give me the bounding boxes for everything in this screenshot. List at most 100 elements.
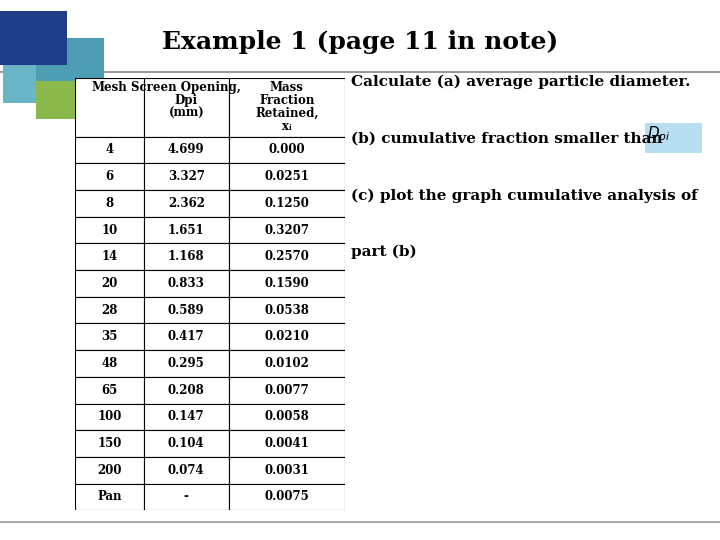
Bar	[229, 78, 345, 137]
Text: 1.651: 1.651	[168, 224, 204, 237]
Bar	[75, 270, 144, 297]
Text: 0.295: 0.295	[168, 357, 204, 370]
Text: Calculate (a) average particle diameter.: Calculate (a) average particle diameter.	[351, 75, 691, 89]
Text: 0.0210: 0.0210	[264, 330, 310, 343]
Bar	[144, 323, 229, 350]
Text: 0.417: 0.417	[168, 330, 204, 343]
Text: 0.147: 0.147	[168, 410, 204, 423]
Bar	[0, 11, 68, 65]
Text: 0.3207: 0.3207	[264, 224, 310, 237]
Bar	[229, 484, 345, 510]
Bar	[75, 484, 144, 510]
Bar	[75, 430, 144, 457]
Text: 20: 20	[101, 277, 117, 290]
Text: -: -	[184, 490, 189, 503]
Bar	[75, 323, 144, 350]
Text: 8: 8	[105, 197, 113, 210]
Bar	[75, 377, 144, 403]
Text: Example 1 (page 11 in note): Example 1 (page 11 in note)	[162, 30, 558, 53]
Bar	[144, 430, 229, 457]
Bar	[229, 403, 345, 430]
Text: 1.168: 1.168	[168, 250, 204, 263]
Text: 0.1250: 0.1250	[264, 197, 310, 210]
Text: 0.1590: 0.1590	[264, 277, 309, 290]
Text: 10: 10	[102, 224, 117, 237]
Bar	[75, 163, 144, 190]
Text: 0.0251: 0.0251	[264, 170, 310, 183]
Text: Mass: Mass	[270, 81, 304, 94]
Text: 6: 6	[105, 170, 113, 183]
Text: (c) plot the graph cumulative analysis of: (c) plot the graph cumulative analysis o…	[351, 188, 698, 202]
Bar	[229, 244, 345, 270]
Text: 48: 48	[102, 357, 117, 370]
Text: 0.000: 0.000	[269, 144, 305, 157]
Text: 0.0102: 0.0102	[264, 357, 310, 370]
Bar	[229, 350, 345, 377]
Text: (mm): (mm)	[168, 107, 204, 120]
Bar	[144, 270, 229, 297]
Text: (b) cumulative fraction smaller than: (b) cumulative fraction smaller than	[351, 131, 668, 145]
Bar	[144, 163, 229, 190]
Bar	[229, 137, 345, 163]
Text: xᵢ: xᵢ	[282, 120, 292, 133]
Bar	[3, 59, 70, 103]
Text: 100: 100	[97, 410, 122, 423]
Bar	[75, 78, 144, 137]
Text: Mesh: Mesh	[91, 81, 127, 94]
Bar	[229, 297, 345, 323]
Bar	[144, 377, 229, 403]
Text: 0.0058: 0.0058	[264, 410, 309, 423]
Bar	[144, 137, 229, 163]
Text: 0.074: 0.074	[168, 464, 204, 477]
Text: Retained,: Retained,	[255, 107, 318, 120]
Text: 200: 200	[97, 464, 122, 477]
Text: Screen Opening,: Screen Opening,	[131, 81, 241, 94]
Bar	[229, 217, 345, 244]
Text: $D_{pi}$: $D_{pi}$	[647, 125, 670, 145]
Bar	[144, 217, 229, 244]
Bar	[229, 457, 345, 484]
Bar	[229, 430, 345, 457]
Text: Fraction: Fraction	[259, 94, 315, 107]
Text: part (b): part (b)	[351, 245, 417, 259]
Text: 0.0075: 0.0075	[264, 490, 309, 503]
Bar	[75, 190, 144, 217]
Bar	[75, 350, 144, 377]
Text: 0.833: 0.833	[168, 277, 204, 290]
Text: Pan: Pan	[97, 490, 122, 503]
Text: 28: 28	[101, 303, 117, 316]
Bar	[229, 270, 345, 297]
Text: 0.104: 0.104	[168, 437, 204, 450]
Bar	[229, 190, 345, 217]
Text: 0.0077: 0.0077	[264, 384, 309, 397]
Text: 65: 65	[102, 384, 117, 397]
Bar	[144, 457, 229, 484]
Text: 4: 4	[105, 144, 113, 157]
Bar	[229, 377, 345, 403]
Bar	[75, 244, 144, 270]
Text: 0.2570: 0.2570	[264, 250, 310, 263]
Text: Dpi: Dpi	[175, 94, 198, 107]
Bar	[75, 403, 144, 430]
Text: 35: 35	[101, 330, 117, 343]
Text: 2.362: 2.362	[168, 197, 204, 210]
Bar	[36, 38, 104, 97]
Text: 0.0041: 0.0041	[264, 437, 309, 450]
Bar	[144, 78, 229, 137]
Bar	[144, 297, 229, 323]
Bar	[229, 163, 345, 190]
Bar	[36, 81, 96, 119]
Text: 4.699: 4.699	[168, 144, 204, 157]
Text: 0.0538: 0.0538	[264, 303, 310, 316]
Text: 0.208: 0.208	[168, 384, 204, 397]
Bar	[75, 457, 144, 484]
Bar	[75, 297, 144, 323]
Text: 0.0031: 0.0031	[264, 464, 310, 477]
Text: 150: 150	[97, 437, 122, 450]
Text: 3.327: 3.327	[168, 170, 204, 183]
Bar	[229, 323, 345, 350]
Bar	[144, 484, 229, 510]
Bar	[645, 124, 703, 153]
Text: 14: 14	[102, 250, 117, 263]
Bar	[75, 217, 144, 244]
